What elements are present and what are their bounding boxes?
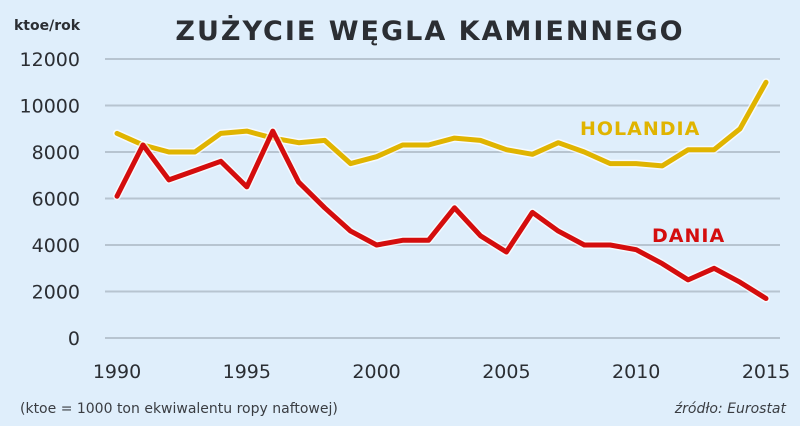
- y-axis-unit: ktoe/rok: [14, 18, 81, 34]
- source-credit: źródło: Eurostat: [674, 401, 787, 417]
- y-tick-label: 6000: [32, 189, 80, 211]
- x-tick-label: 2000: [352, 361, 400, 383]
- y-tick-label: 12000: [20, 49, 80, 71]
- series-label-holandia: HOLANDIA: [580, 118, 700, 140]
- x-axis-ticks: 1990 1995 2000 2005 2010 2015: [93, 361, 790, 383]
- x-tick-label: 1995: [223, 361, 271, 383]
- y-axis-ticks: 0 2000 4000 6000 8000 10000 12000: [20, 49, 80, 350]
- x-tick-label: 2015: [742, 361, 790, 383]
- x-tick-label: 2010: [612, 361, 660, 383]
- footnote: (ktoe = 1000 ton ekwiwalentu ropy naftow…: [20, 401, 338, 417]
- y-tick-label: 2000: [32, 282, 80, 304]
- y-tick-label: 0: [68, 328, 80, 350]
- series-line-holandia: [114, 79, 769, 169]
- series-line-halo: [113, 127, 770, 303]
- y-tick-label: 10000: [20, 96, 80, 118]
- series-line-dania: [114, 128, 769, 301]
- gridlines: [105, 58, 780, 339]
- x-tick-label: 1990: [93, 361, 141, 383]
- series-lines: [113, 78, 770, 303]
- series-label-dania: DANIA: [652, 225, 725, 247]
- chart-title: ZUŻYCIE WĘGLA KAMIENNEGO: [175, 15, 684, 47]
- x-tick-label: 2005: [482, 361, 530, 383]
- y-tick-label: 8000: [32, 142, 80, 164]
- y-tick-label: 4000: [32, 235, 80, 257]
